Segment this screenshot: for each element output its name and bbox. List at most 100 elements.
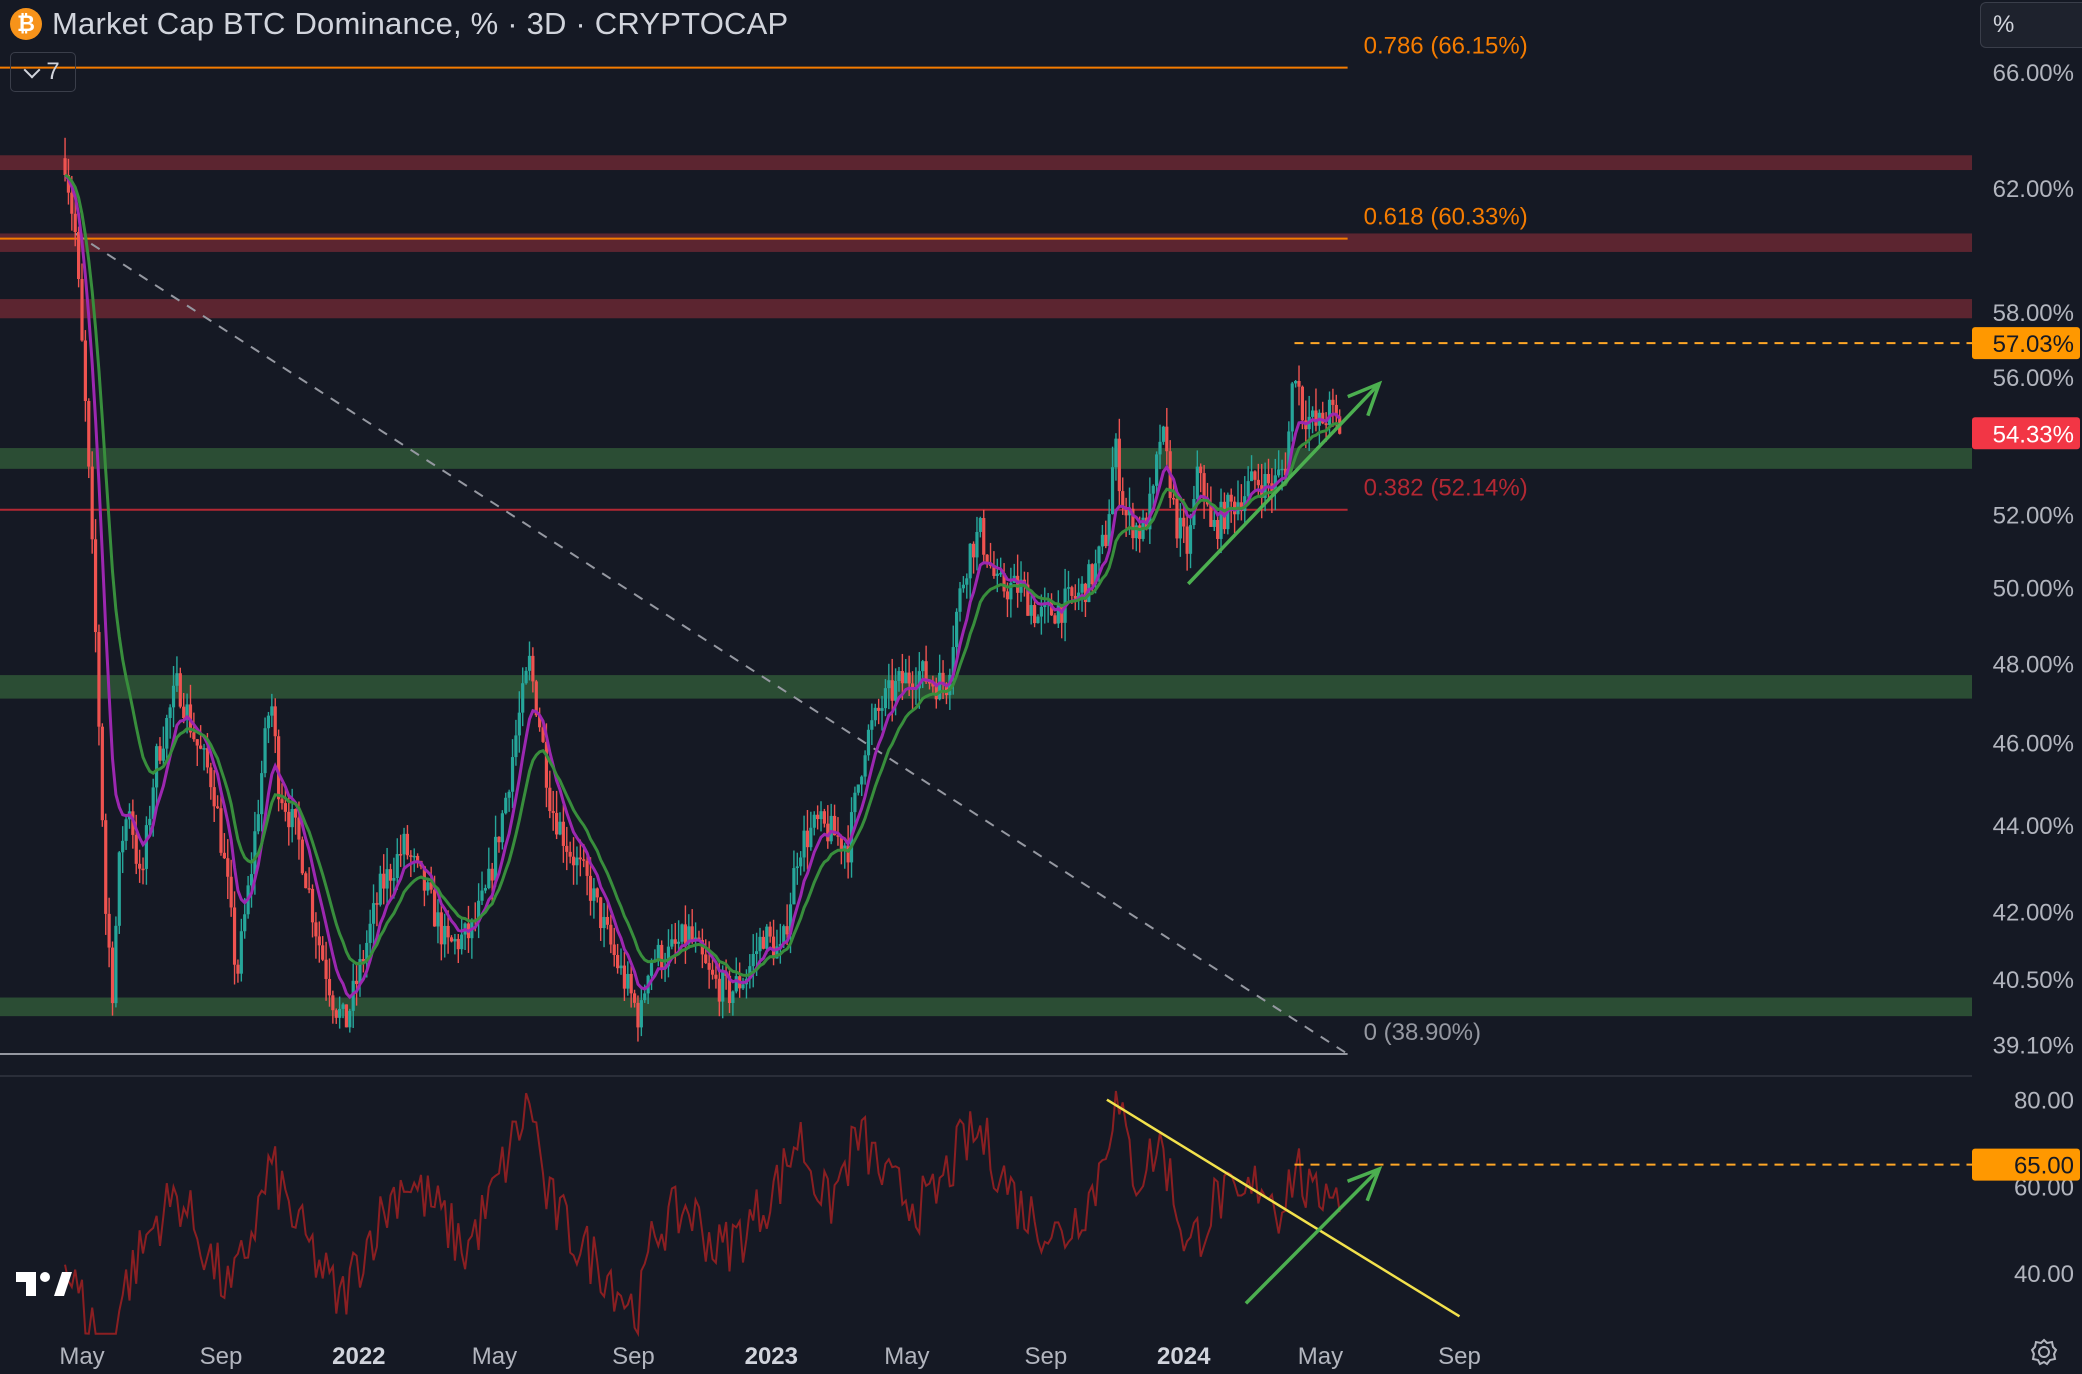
candle-body [1280, 468, 1284, 471]
candle-body [873, 707, 877, 721]
candle-body [1334, 404, 1338, 417]
candle-body [1127, 508, 1132, 516]
candle-body [97, 632, 101, 727]
candle-body [985, 554, 989, 565]
candle-body [1032, 605, 1037, 624]
candle-body [290, 809, 294, 828]
candle-body [331, 995, 335, 1011]
candle-body [727, 975, 732, 1004]
candle-body [1124, 507, 1128, 516]
candle-body [192, 732, 196, 740]
candle-body [721, 972, 725, 1002]
candle-body [768, 926, 772, 937]
candle-body [348, 1010, 352, 1028]
candle-body [822, 811, 827, 824]
candle-body [117, 852, 121, 926]
candle-body [894, 680, 898, 701]
candle-body [565, 845, 569, 852]
candle-body [907, 672, 911, 684]
rsi-level-badge: 65.00 [2014, 1153, 2074, 1180]
candle-body [202, 748, 206, 750]
candle-body [426, 882, 430, 891]
candle-body [1212, 520, 1216, 527]
last-price-badge: 54.33% [1993, 421, 2074, 448]
rsi-trend-arrow-shaft [1244, 1167, 1381, 1305]
candle-body [480, 890, 484, 901]
candle-body [477, 900, 481, 922]
candle-body [1097, 546, 1101, 564]
candle-body [595, 888, 599, 898]
candle-body [527, 655, 532, 671]
candle-body [1249, 471, 1254, 482]
candle-body [1253, 471, 1257, 480]
indicators-toggle-button[interactable]: 7 [10, 52, 76, 92]
candle-body [1053, 615, 1057, 624]
time-tick-label: Sep [1025, 1343, 1068, 1370]
candle-body [280, 799, 284, 804]
time-tick-label: May [59, 1343, 104, 1370]
candle-body [321, 945, 325, 960]
candle-body [199, 745, 203, 749]
candle-body [493, 836, 498, 881]
candle-body [1324, 423, 1328, 426]
fib-label-0.382: 0.382 (52.14%) [1364, 475, 1528, 502]
price-tick-label: 42.00% [1993, 900, 2074, 927]
candle-body [992, 565, 996, 576]
candle-body [1107, 514, 1111, 547]
candle-body [863, 755, 867, 777]
candle-body [877, 707, 881, 711]
candle-body [809, 827, 813, 848]
candle-body [375, 903, 379, 905]
candle-body [955, 611, 959, 648]
candle-body [1246, 481, 1250, 497]
candle-body [110, 947, 115, 1004]
candle-body [171, 685, 176, 708]
candle-body [1148, 493, 1152, 530]
time-tick-label: 2022 [332, 1343, 385, 1370]
candle-body [860, 776, 864, 785]
candle-body [263, 728, 267, 774]
ema-slow-line [64, 173, 1341, 978]
candle-body [144, 825, 149, 869]
candle-body [799, 857, 803, 867]
candle-body [802, 830, 806, 858]
candle-body [656, 944, 660, 960]
candle-body [487, 868, 491, 889]
candle-body [382, 873, 386, 889]
gear-icon[interactable] [2030, 1338, 2058, 1366]
candle-body [185, 704, 189, 719]
candle-body [338, 1008, 342, 1018]
candle-body [826, 823, 830, 842]
candle-body [761, 936, 765, 949]
candle-body [846, 845, 850, 863]
candle-body [490, 868, 494, 881]
candle-body [1155, 454, 1159, 486]
price-trend-arrow-shaft [1187, 382, 1381, 586]
candle-body [378, 873, 382, 905]
time-tick-label: Sep [1438, 1343, 1481, 1370]
candle-body [785, 926, 789, 935]
price-tick-label: 58.00% [1993, 300, 2074, 327]
candle-body [1117, 438, 1121, 492]
candle-body [134, 834, 138, 864]
price-tick-label: 46.00% [1993, 730, 2074, 757]
candle-body [921, 661, 925, 672]
tradingview-logo-icon[interactable] [14, 1268, 74, 1304]
candle-body [660, 944, 664, 969]
candle-body [446, 925, 450, 938]
candle-body [1161, 426, 1166, 442]
candle-body [77, 232, 81, 279]
candle-body [216, 806, 220, 809]
candle-body [771, 936, 776, 959]
candle-body [154, 746, 159, 788]
candle-body [168, 707, 172, 718]
candle-body [571, 856, 576, 866]
candle-body [839, 836, 843, 851]
percent-scale-button[interactable]: % [1980, 2, 2082, 48]
candle-body [1310, 410, 1315, 417]
candle-body [334, 1010, 338, 1018]
resistance-zone [0, 155, 1972, 171]
candle-body [1158, 441, 1162, 455]
rsi-tick-label: 40.00 [2014, 1261, 2074, 1288]
